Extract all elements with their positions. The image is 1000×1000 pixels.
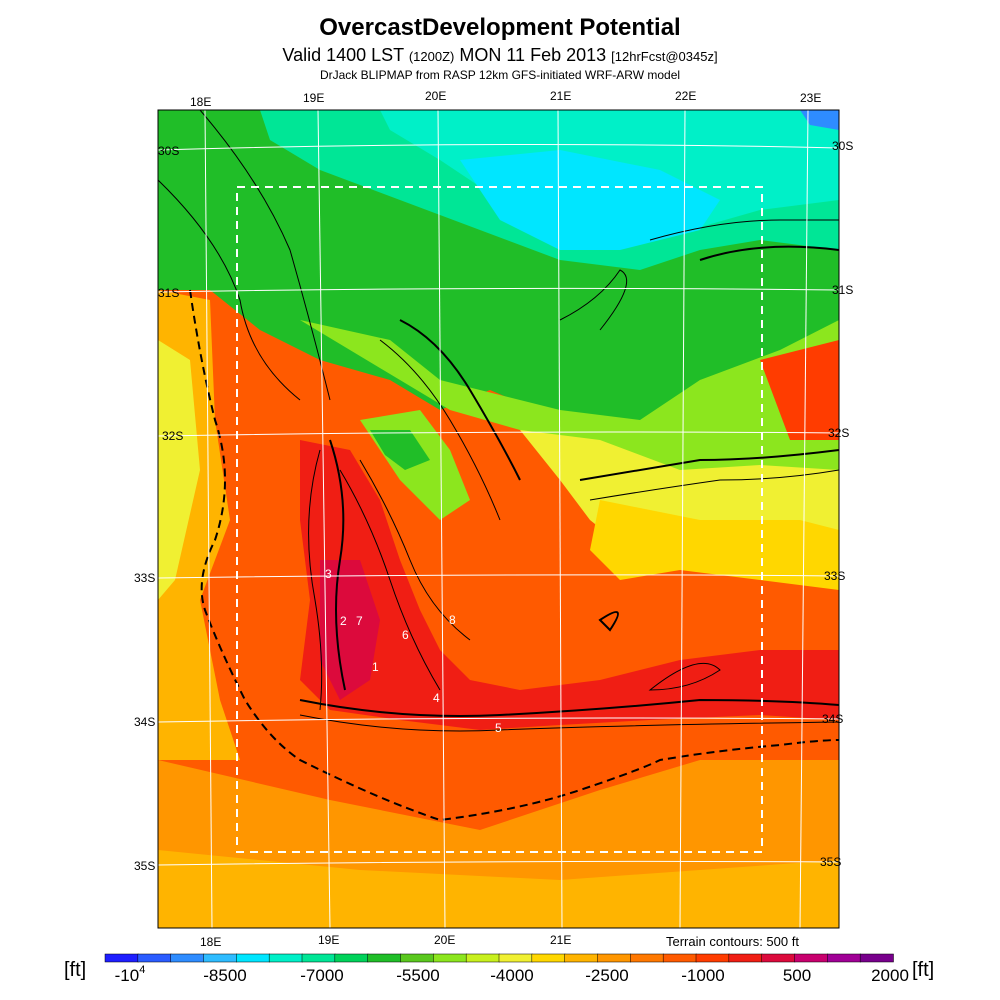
map-frame [157,109,840,929]
colorbar-swatch [498,953,533,963]
valid-lst: Valid 1400 LST [282,45,404,65]
colorbar-label: -2500 [585,966,628,985]
terrain-contour-note: Terrain contours: 500 ft [666,934,799,949]
colorbar-labels: -104 -8500 -7000 -5500 -4000 -2500 -1000 500 200… [115,964,909,985]
colorbar-swatch [630,953,664,963]
colorbar-label: -7000 [300,966,343,985]
lon-label-top-20e: 20E [425,89,446,103]
lat-label-left-32s: 32S [162,429,183,443]
colorbar-swatch [433,953,467,963]
colorbar-label: -5500 [396,966,439,985]
lon-label-bottom-19e: 19E [318,933,339,947]
model-credit: DrJack BLIPMAP from RASP 12km GFS-initia… [319,68,681,82]
site-marker-7[interactable]: 7 [356,614,363,628]
chart-title: OvercastDevelopment Potential [319,14,681,41]
lon-label-top-22e: 22E [675,89,696,103]
field-lobe-core [370,430,430,470]
lon-label-top-23e: 23E [800,91,821,105]
valid-date: MON 11 Feb 2013 [459,45,607,65]
colorbar-swatch [827,953,861,963]
lon-label-bottom-21e: 21E [550,933,571,947]
colorbar-swatch [104,953,139,963]
colorbar-swatch [531,953,566,963]
site-marker-4[interactable]: 4 [433,691,440,705]
site-marker-5[interactable]: 5 [495,721,502,735]
lat-label-right-35s: 35S [820,855,841,869]
colorbar-exponent: 4 [139,964,145,976]
inner-domain-box [236,186,763,853]
colorbar-swatch [301,953,336,963]
site-marker-1[interactable]: 1 [372,660,379,674]
colorbar [104,953,894,963]
colorbar-swatch [268,953,303,963]
site-marker-2[interactable]: 2 [340,614,347,628]
lat-label-right-30s: 30S [832,139,853,153]
lat-label-left-31s: 31S [158,286,179,300]
field-blue-corner [800,110,839,130]
lat-label-left-30s: 30S [158,144,179,158]
colorbar-swatch [728,953,763,963]
field-red-mountains [300,440,839,730]
colorbar-swatch [662,953,697,963]
latlon-grid [158,110,839,928]
field-east-red [760,340,839,440]
colorbar-label: -104 [115,964,146,985]
colorbar-swatch [170,953,205,963]
colorbar-label: -1000 [681,966,724,985]
field-lime [300,320,839,490]
lon-label-bottom-18e: 18E [200,935,221,949]
valid-utc: (1200Z) [408,49,455,64]
colorbar-swatch [597,953,632,963]
field-cyan [460,150,720,250]
colorbar-label: -8500 [203,966,246,985]
map-field [158,110,839,928]
colorbar-label: -4000 [490,966,533,985]
field-south-edge [158,850,839,928]
field-red-core [320,560,380,700]
colorbar-swatch [203,953,238,963]
colorbar-swatch [695,953,730,963]
colorbar-swatch [367,953,402,963]
lon-label-top-19e: 19E [303,91,324,105]
lat-label-right-32s: 32S [828,426,849,440]
valid-time-subtitle: Valid 1400 LST (1200Z) MON 11 Feb 2013 [… [0,45,1000,66]
lon-label-bottom-20e: 20E [434,933,455,947]
colorbar-label: 500 [783,966,811,985]
colorbar-swatch [564,953,599,963]
colorbar-swatch [465,953,500,963]
colorbar-label: 2000 [871,966,909,985]
colorbar-swatch [761,953,796,963]
colorbar-swatch [859,953,894,963]
lat-label-left-35s: 35S [134,859,155,873]
colorbar-swatch [794,953,829,963]
lon-label-top-18e: 18E [190,95,211,109]
coastline [189,289,839,822]
colorbar-unit-left: [ft] [64,959,86,981]
colorbar-swatch [236,953,270,963]
site-marker-6[interactable]: 6 [402,628,409,642]
colorbar-swatch [137,953,172,963]
field-west-yellow [158,340,200,600]
site-marker-8[interactable]: 8 [449,613,456,627]
colorbar-unit-right: [ft] [912,959,934,981]
lon-label-top-21e: 21E [550,89,571,103]
lat-label-left-34s: 34S [134,715,155,729]
lat-label-right-31s: 31S [832,283,853,297]
lat-label-left-33s: 33S [134,571,155,585]
colorbar-swatch [334,953,369,963]
colorbar-swatch [400,953,435,963]
lat-label-right-33s: 33S [824,569,845,583]
site-marker-3[interactable]: 3 [325,567,332,581]
lat-label-right-34s: 34S [822,712,843,726]
forecast-info: [12hrFcst@0345z] [611,49,718,64]
field-amber-east [590,500,839,590]
